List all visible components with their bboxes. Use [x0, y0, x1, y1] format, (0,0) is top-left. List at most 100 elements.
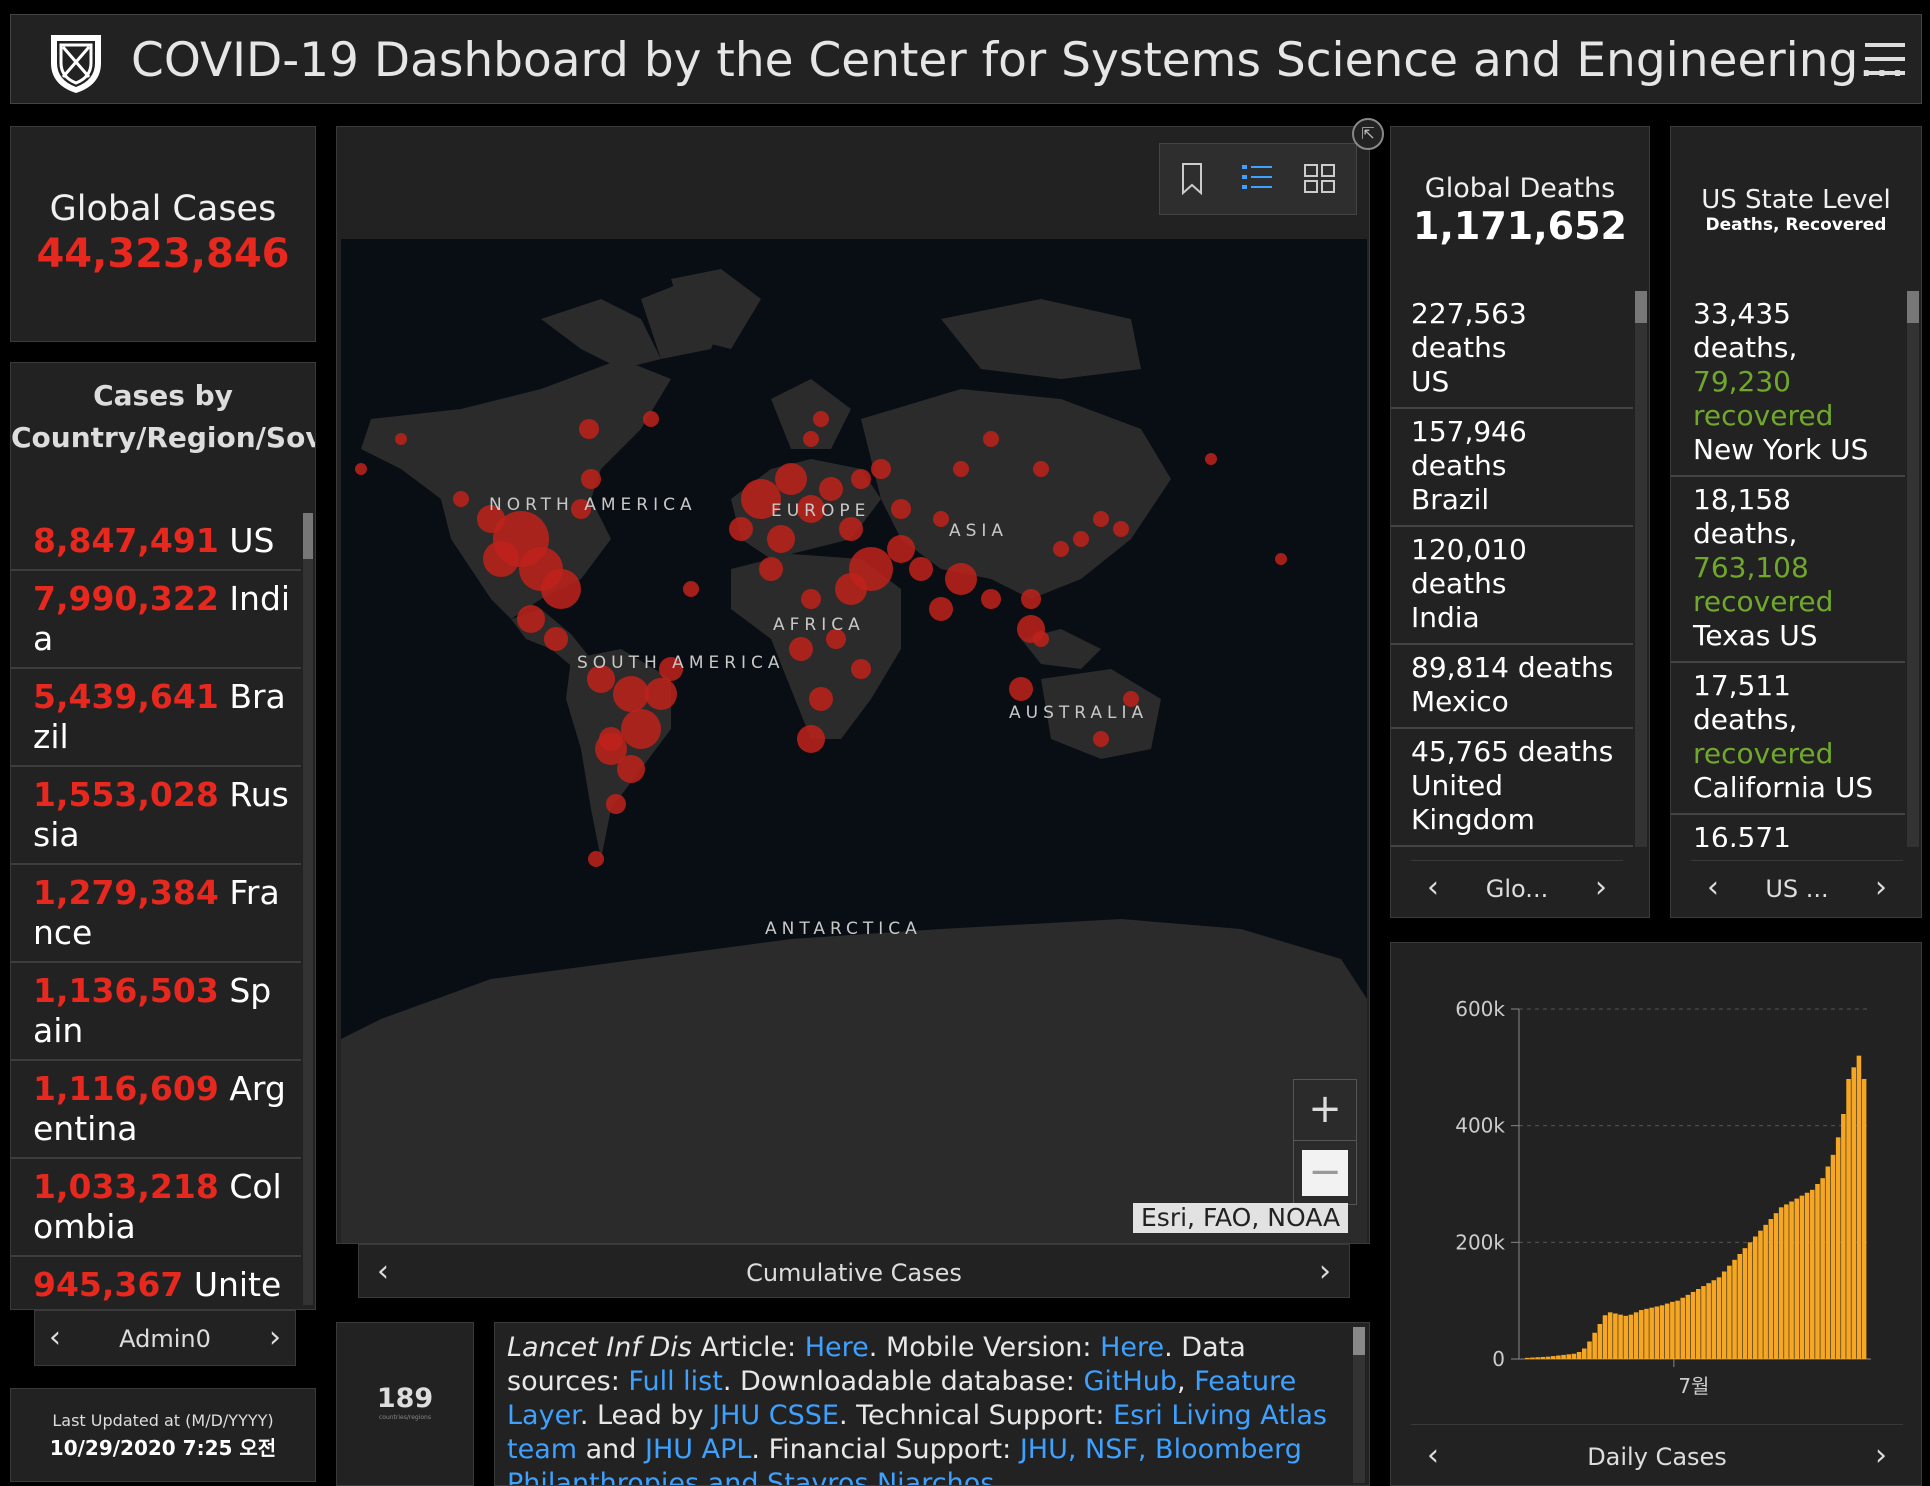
mobile-version-link[interactable]: Here [1100, 1332, 1165, 1363]
case-bubble[interactable] [1275, 553, 1287, 565]
case-bubble[interactable] [797, 495, 825, 523]
case-bubble[interactable] [797, 725, 825, 753]
us-state-item[interactable]: 33,435 deaths, 79,230 recovered New York … [1671, 291, 1905, 477]
case-bubble[interactable] [1009, 677, 1033, 701]
next-arrow-icon[interactable]: › [1319, 1254, 1331, 1289]
case-bubble[interactable] [983, 431, 999, 447]
case-bubble[interactable] [945, 563, 977, 595]
world-map[interactable]: NORTH AMERICA SOUTH AMERICA EUROPE AFRIC… [341, 239, 1367, 1243]
case-bubble[interactable] [775, 463, 807, 495]
next-arrow-icon[interactable]: › [269, 1320, 281, 1355]
case-bubble[interactable] [1093, 511, 1109, 527]
zoom-out-button[interactable]: − [1302, 1150, 1348, 1196]
country-list-item[interactable]: 5,439,641 Brazil [11, 669, 301, 767]
case-bubble[interactable] [595, 733, 627, 765]
jhu-csse-link[interactable]: JHU CSSE [712, 1400, 839, 1431]
case-bubble[interactable] [1093, 731, 1109, 747]
next-arrow-icon[interactable]: › [1595, 870, 1607, 905]
case-bubble[interactable] [803, 431, 819, 447]
case-bubble[interactable] [453, 491, 469, 507]
case-bubble[interactable] [801, 589, 821, 609]
bookmark-icon[interactable] [1180, 162, 1204, 196]
case-bubble[interactable] [933, 511, 949, 527]
case-bubble[interactable] [953, 461, 969, 477]
case-bubble[interactable] [1021, 589, 1041, 609]
case-bubble[interactable] [1053, 541, 1069, 557]
feature-layer-link[interactable]: Feature Layer [507, 1366, 1297, 1431]
case-bubble[interactable] [544, 627, 568, 651]
next-arrow-icon[interactable]: › [1875, 1438, 1887, 1473]
case-bubble[interactable] [643, 411, 659, 427]
case-bubble[interactable] [729, 517, 753, 541]
case-bubble[interactable] [683, 581, 699, 597]
case-bubble[interactable] [659, 657, 683, 681]
case-bubble[interactable] [891, 499, 911, 519]
case-bubble[interactable] [767, 525, 795, 553]
country-list-item[interactable]: 1,553,028 Russia [11, 767, 301, 865]
prev-arrow-icon[interactable]: ‹ [49, 1320, 61, 1355]
esri-link[interactable]: Esri Living Atlas team [507, 1400, 1327, 1465]
case-bubble[interactable] [851, 659, 871, 679]
country-list-item[interactable]: 7,990,322 India [11, 571, 301, 669]
us-state-list[interactable]: 33,435 deaths, 79,230 recovered New York … [1671, 291, 1905, 847]
case-bubble[interactable] [851, 469, 871, 489]
case-bubble[interactable] [581, 469, 601, 489]
github-link[interactable]: GitHub [1083, 1366, 1178, 1397]
case-bubble[interactable] [587, 665, 615, 693]
case-bubble[interactable] [588, 851, 604, 867]
case-bubble[interactable] [789, 637, 813, 661]
case-bubble[interactable] [517, 605, 545, 633]
case-bubble[interactable] [571, 499, 591, 519]
expand-icon[interactable]: ⇱ [1352, 118, 1384, 150]
case-bubble[interactable] [606, 794, 626, 814]
us-state-item[interactable]: 17,511 deaths, recovered California US [1671, 663, 1905, 815]
case-bubble[interactable] [813, 411, 829, 427]
global-deaths-item[interactable]: 227,563 deaths US [1391, 291, 1633, 409]
case-bubble[interactable] [355, 463, 367, 475]
hamburger-menu-icon[interactable] [1865, 43, 1905, 77]
case-bubble[interactable] [483, 541, 519, 577]
case-bubble[interactable] [579, 419, 599, 439]
us-state-item[interactable]: 16,571 deaths, recoveredFlorida US [1671, 815, 1905, 847]
case-bubble[interactable] [1205, 453, 1217, 465]
case-bubble[interactable] [759, 557, 783, 581]
case-bubble[interactable] [826, 629, 846, 649]
case-bubble[interactable] [621, 709, 661, 749]
global-deaths-item[interactable]: 89,814 deaths Mexico [1391, 645, 1633, 729]
country-list-item[interactable]: 1,279,384 France [11, 865, 301, 963]
case-bubble[interactable] [819, 477, 843, 501]
scrollbar[interactable] [1635, 291, 1647, 847]
case-bubble[interactable] [395, 433, 407, 445]
global-deaths-item[interactable]: 45,765 deaths United Kingdom [1391, 729, 1633, 847]
zoom-in-button[interactable]: + [1294, 1080, 1356, 1141]
case-bubble[interactable] [1033, 461, 1049, 477]
country-list[interactable]: 8,847,491 US 7,990,322 India 5,439,641 Bra… [11, 513, 301, 1305]
next-arrow-icon[interactable]: › [1875, 870, 1887, 905]
global-deaths-item[interactable]: 157,946 deaths Brazil [1391, 409, 1633, 527]
country-list-item[interactable]: 1,136,503 Spain [11, 963, 301, 1061]
case-bubble[interactable] [809, 687, 833, 711]
country-list-item[interactable]: 8,847,491 US [11, 513, 301, 571]
case-bubble[interactable] [981, 589, 1001, 609]
article-link[interactable]: Here [804, 1332, 869, 1363]
data-sources-link[interactable]: Full list [628, 1366, 723, 1397]
case-bubble[interactable] [871, 459, 891, 479]
case-bubble[interactable] [1113, 521, 1129, 537]
case-bubble[interactable] [849, 547, 893, 591]
prev-arrow-icon[interactable]: ‹ [1427, 870, 1439, 905]
case-bubble[interactable] [1073, 531, 1089, 547]
prev-arrow-icon[interactable]: ‹ [1707, 870, 1719, 905]
scrollbar[interactable] [1353, 1327, 1365, 1483]
case-bubble[interactable] [645, 678, 677, 710]
scrollbar[interactable] [1907, 291, 1919, 847]
country-list-item[interactable]: 1,116,609 Argentina [11, 1061, 301, 1159]
us-state-item[interactable]: 18,158 deaths, 763,108 recovered Texas US [1671, 477, 1905, 663]
case-bubble[interactable] [741, 479, 781, 519]
case-bubble[interactable] [617, 755, 645, 783]
case-bubble[interactable] [477, 505, 505, 533]
prev-arrow-icon[interactable]: ‹ [1427, 1438, 1439, 1473]
global-deaths-item[interactable]: 120,010 deaths India [1391, 527, 1633, 645]
list-icon[interactable] [1242, 162, 1272, 196]
country-list-item[interactable]: 1,033,218 Colombia [11, 1159, 301, 1257]
prev-arrow-icon[interactable]: ‹ [377, 1254, 389, 1289]
